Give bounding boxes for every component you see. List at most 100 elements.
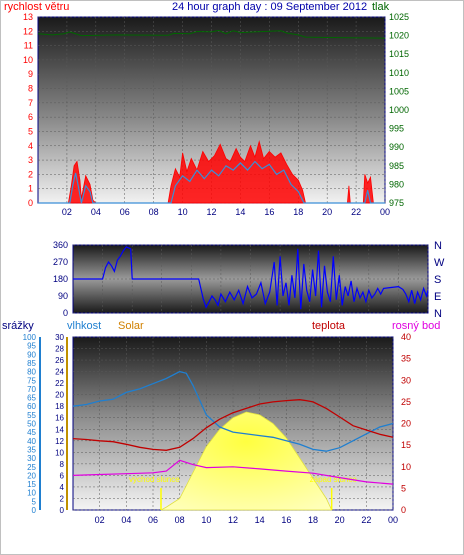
wind-y-tick: 9: [28, 69, 33, 79]
temperature-y-tick: 0: [401, 505, 406, 515]
pressure-y-tick: 975: [389, 198, 404, 208]
pressure-y-tick: 985: [389, 161, 404, 171]
pressure-y-tick: 980: [389, 179, 404, 189]
wind-x-tick: 04: [91, 207, 101, 217]
solar-y-tick: 28: [55, 345, 64, 354]
wind-x-tick: 14: [235, 207, 245, 217]
direction-y-tick: 90: [58, 291, 68, 301]
temp-x-tick: 06: [148, 515, 158, 525]
pressure-y-tick: 1000: [389, 105, 409, 115]
humidity-y-tick: 20: [27, 471, 36, 480]
direction-y-tick: 270: [53, 257, 68, 267]
humidity-y-tick: 10: [27, 489, 36, 498]
wind-speed-label: rychlost větru: [4, 1, 70, 13]
solar-y-tick: 2: [60, 494, 65, 503]
solar-y-tick: 0: [60, 506, 65, 515]
wind-y-tick: 2: [28, 169, 33, 179]
wind-y-tick: 13: [23, 12, 33, 22]
temp-x-tick: 14: [255, 515, 265, 525]
solar-series: [160, 411, 333, 511]
wind-x-tick: 08: [149, 207, 159, 217]
compass-label: S: [434, 274, 441, 286]
solar-label: Solar: [118, 320, 144, 332]
sunset-label: západ slunce: [310, 475, 358, 484]
temperature-series: [72, 399, 394, 451]
humidity-y-tick: 45: [27, 428, 36, 437]
compass-label: E: [434, 291, 441, 303]
wind-y-tick: 12: [23, 26, 33, 36]
wind-x-tick: 06: [120, 207, 130, 217]
solar-y-tick: 24: [55, 368, 64, 377]
solar-y-tick: 16: [55, 414, 64, 423]
wind-x-tick: 20: [322, 207, 332, 217]
humidity-y-tick: 100: [23, 333, 37, 342]
graph-title: 24 hour graph day : 09 September 2012: [172, 1, 368, 13]
wind-x-tick: 10: [178, 207, 188, 217]
solar-y-tick: 4: [60, 483, 65, 492]
humidity-y-tick: 95: [27, 342, 36, 351]
wind-y-tick: 10: [23, 55, 33, 65]
temperature-y-tick: 40: [401, 332, 411, 342]
pressure-y-tick: 1015: [389, 49, 409, 59]
pressure-label: tlak: [372, 1, 390, 13]
humidity-y-tick: 85: [27, 359, 36, 368]
wind-y-tick: 6: [28, 112, 33, 122]
direction-y-tick: 0: [63, 308, 68, 318]
compass-label: W: [434, 257, 445, 269]
temp-x-tick: 16: [281, 515, 291, 525]
solar-y-tick: 6: [60, 471, 65, 480]
wind-y-tick: 0: [28, 198, 33, 208]
humidity-y-tick: 60: [27, 402, 36, 411]
temp-x-tick: 22: [361, 515, 371, 525]
compass-label: N: [434, 240, 442, 252]
temp-x-tick: 12: [228, 515, 238, 525]
pressure-series: [37, 29, 386, 39]
temperature-y-tick: 30: [401, 375, 411, 385]
humidity-y-tick: 35: [27, 445, 36, 454]
humidity-y-tick: 80: [27, 368, 36, 377]
wind-x-tick: 00: [380, 207, 390, 217]
humidity-y-tick: 55: [27, 411, 36, 420]
dewpoint-label: rosný bod: [392, 320, 441, 332]
humidity-y-tick: 25: [27, 463, 36, 472]
wind-x-tick: 16: [264, 207, 274, 217]
temperature-y-tick: 20: [401, 419, 411, 429]
solar-y-tick: 12: [55, 437, 64, 446]
wind-gust-series: [38, 139, 385, 204]
humidity-y-tick: 5: [32, 497, 37, 506]
temp-x-tick: 18: [308, 515, 318, 525]
humidity-y-tick: 90: [27, 350, 36, 359]
solar-y-tick: 20: [55, 391, 64, 400]
wind-avg-series: [38, 160, 385, 204]
solar-y-tick: 22: [55, 379, 64, 388]
wind-x-tick: 18: [293, 207, 303, 217]
solar-y-tick: 10: [55, 448, 64, 457]
humidity-y-tick: 50: [27, 420, 36, 429]
humidity-y-tick: 40: [27, 437, 36, 446]
pressure-y-tick: 1020: [389, 31, 409, 41]
wind-y-tick: 1: [28, 184, 33, 194]
wind-y-tick: 5: [28, 126, 33, 136]
solar-y-tick: 8: [60, 460, 65, 469]
temp-x-tick: 10: [201, 515, 211, 525]
direction-y-tick: 360: [53, 240, 68, 250]
wind-y-tick: 3: [28, 155, 33, 165]
temperature-label: teplota: [312, 320, 346, 332]
temperature-y-tick: 25: [401, 397, 411, 407]
temp-x-tick: 02: [95, 515, 105, 525]
humidity-y-tick: 0: [32, 506, 37, 515]
pressure-y-tick: 995: [389, 124, 404, 134]
solar-y-tick: 26: [55, 356, 64, 365]
humidity-y-tick: 65: [27, 394, 36, 403]
temperature-y-tick: 35: [401, 354, 411, 364]
humidity-series: [72, 370, 394, 452]
sunrise-label: východ slunce: [129, 475, 180, 484]
solar-y-tick: 30: [55, 333, 64, 342]
wind-y-tick: 4: [28, 141, 33, 151]
wind-y-tick: 11: [24, 41, 33, 51]
humidity-y-tick: 30: [27, 454, 36, 463]
temp-x-tick: 00: [388, 515, 398, 525]
wind-x-tick: 02: [62, 207, 72, 217]
temp-x-tick: 20: [335, 515, 345, 525]
